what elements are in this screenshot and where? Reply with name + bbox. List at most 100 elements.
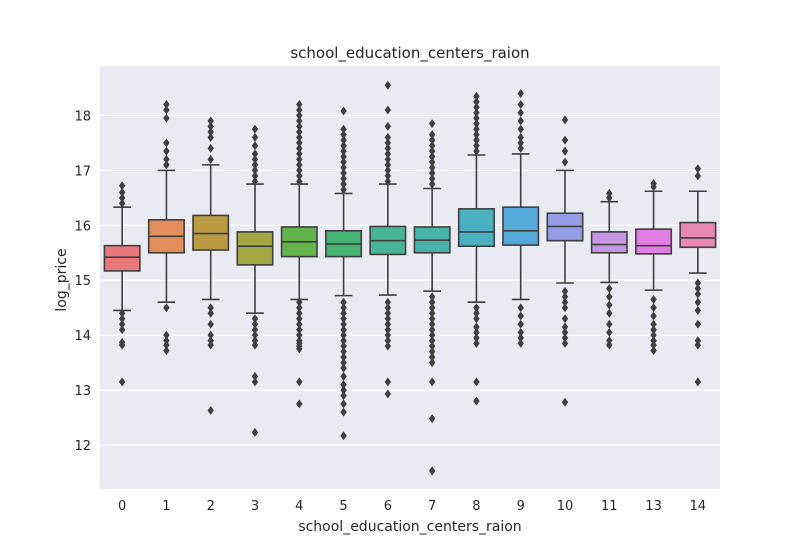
outlier-point xyxy=(561,397,569,407)
outlier-point xyxy=(340,124,347,134)
box-1 xyxy=(147,99,185,356)
outlier-point xyxy=(207,308,214,318)
outlier-point xyxy=(473,130,480,140)
outlier-point xyxy=(340,303,347,313)
outlier-point xyxy=(473,338,480,348)
outlier-point xyxy=(428,130,436,140)
x-tick-label: 10 xyxy=(557,499,574,514)
outlier-point xyxy=(340,399,347,409)
outlier-point xyxy=(163,154,170,164)
outlier-point xyxy=(428,135,436,145)
outlier-point xyxy=(694,164,702,174)
outlier-point xyxy=(251,371,259,381)
outlier-point xyxy=(517,327,524,337)
outlier-point xyxy=(251,427,259,437)
outlier-point xyxy=(384,336,392,346)
outlier-point xyxy=(251,141,259,151)
outlier-point xyxy=(473,396,480,406)
outlier-point xyxy=(606,292,613,302)
outlier-point xyxy=(118,319,126,329)
outlier-point xyxy=(561,314,569,324)
outlier-point xyxy=(296,308,303,318)
outlier-point xyxy=(163,303,170,313)
outlier-point xyxy=(296,377,303,387)
box-13 xyxy=(635,179,673,356)
outlier-point xyxy=(517,88,524,98)
outlier-point xyxy=(384,176,392,186)
outlier-point xyxy=(650,303,657,313)
outlier-point xyxy=(473,91,480,101)
outlier-point xyxy=(296,176,303,186)
outlier-point xyxy=(340,163,347,173)
outlier-point xyxy=(207,121,214,131)
outlier-point xyxy=(428,352,436,362)
outlier-point xyxy=(340,168,347,178)
outlier-point xyxy=(473,377,480,387)
outlier-point xyxy=(296,325,303,335)
outlier-point xyxy=(517,124,524,134)
outlier-point xyxy=(118,198,126,208)
outlier-point xyxy=(340,314,347,324)
outlier-point xyxy=(384,143,392,153)
outlier-point xyxy=(207,154,214,164)
outlier-point xyxy=(473,141,480,151)
outlier-point xyxy=(428,377,436,387)
outlier-point xyxy=(606,319,613,329)
outlier-point xyxy=(650,294,657,304)
outlier-point xyxy=(606,327,613,337)
outlier-point xyxy=(251,336,259,346)
outlier-point xyxy=(428,163,436,173)
outlier-point xyxy=(473,135,480,145)
y-tick-label: 17 xyxy=(74,164,91,179)
outlier-point xyxy=(340,152,347,162)
outlier-point xyxy=(296,116,303,126)
outlier-point xyxy=(650,311,657,321)
outlier-point xyxy=(251,154,259,164)
x-tick-label: 7 xyxy=(428,499,436,514)
y-tick-label: 14 xyxy=(74,329,91,344)
outlier-point xyxy=(296,303,303,313)
outlier-point xyxy=(694,297,702,307)
outlier-point xyxy=(428,330,436,340)
outlier-point xyxy=(296,149,303,159)
outlier-point xyxy=(296,138,303,148)
outlier-point xyxy=(606,336,613,346)
outlier-point xyxy=(118,187,126,197)
outlier-point xyxy=(251,171,259,181)
outlier-point xyxy=(340,391,347,401)
outlier-point xyxy=(251,132,259,142)
outlier-point xyxy=(650,325,657,335)
outlier-point xyxy=(694,289,702,299)
outlier-point xyxy=(384,132,392,142)
x-tick-labels: 0 1 2 3 4 5 6 7 8 9 10 11 13 14 xyxy=(118,499,706,514)
outlier-point xyxy=(428,152,436,162)
outlier-point xyxy=(296,121,303,131)
outlier-point xyxy=(207,336,214,346)
outlier-point xyxy=(384,303,392,313)
box-6 xyxy=(369,80,407,399)
outlier-point xyxy=(561,327,569,337)
outlier-point xyxy=(251,149,259,159)
box-3 xyxy=(236,124,274,437)
y-tick-label: 13 xyxy=(74,384,91,399)
outlier-point xyxy=(517,99,524,109)
outlier-point xyxy=(517,132,524,142)
outlier-point xyxy=(118,325,126,335)
x-tick-label: 0 xyxy=(118,499,126,514)
outlier-point xyxy=(163,146,170,156)
outlier-point xyxy=(251,330,259,340)
outlier-point xyxy=(163,336,170,346)
x-tick-label: 8 xyxy=(472,499,480,514)
outlier-point xyxy=(473,303,480,313)
boxes xyxy=(103,80,717,476)
outlier-point xyxy=(606,188,613,198)
outlier-point xyxy=(340,330,347,340)
x-tick-label: 6 xyxy=(384,499,392,514)
x-tick-label: 5 xyxy=(339,499,347,514)
outlier-point xyxy=(694,284,702,293)
outlier-point xyxy=(473,124,480,134)
outlier-point xyxy=(517,311,524,321)
outlier-point xyxy=(296,127,303,137)
outlier-point xyxy=(428,179,436,189)
outlier-point xyxy=(163,330,170,340)
